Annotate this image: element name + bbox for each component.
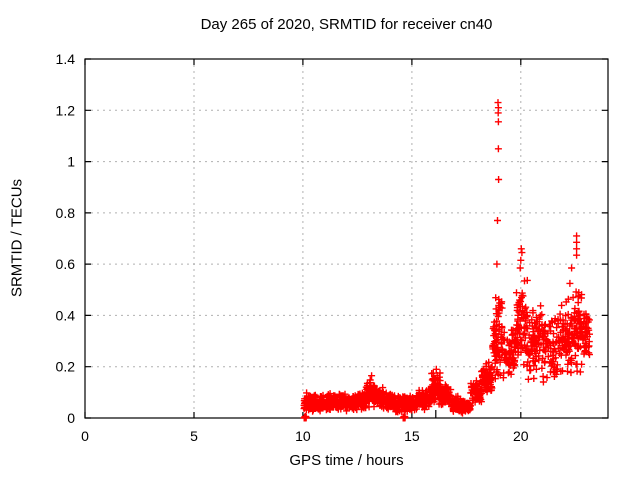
x-tick-label: 10 (295, 428, 311, 444)
y-tick-label: 1.4 (56, 51, 76, 67)
y-tick-label: 1.2 (56, 102, 76, 118)
data-points (300, 99, 593, 422)
x-tick-label: 15 (404, 428, 420, 444)
plot-frame (84, 58, 609, 419)
x-tick-label: 0 (81, 428, 89, 444)
x-tick-label: 20 (513, 428, 529, 444)
y-tick-label: 0.6 (56, 256, 76, 272)
y-tick-label: 0.4 (56, 307, 76, 323)
chart-title: Day 265 of 2020, SRMTID for receiver cn4… (200, 16, 493, 33)
x-tick-labels: 0 5 10 15 20 (81, 428, 529, 444)
y-tick-label: 0.2 (56, 359, 76, 375)
x-axis-label: GPS time / hours (289, 452, 404, 469)
y-tick-label: 0 (67, 410, 75, 426)
y-tick-label: 1 (67, 154, 75, 170)
y-tick-labels: 0 0.2 0.4 0.6 0.8 1 1.2 1.4 (56, 51, 76, 426)
x-tick-label: 5 (190, 428, 198, 444)
axis-ticks (84, 58, 608, 419)
y-tick-label: 0.8 (56, 205, 76, 221)
